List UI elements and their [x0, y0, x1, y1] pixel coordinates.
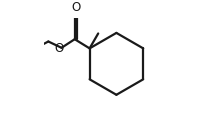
Text: O: O: [71, 1, 80, 14]
Text: O: O: [55, 42, 64, 55]
